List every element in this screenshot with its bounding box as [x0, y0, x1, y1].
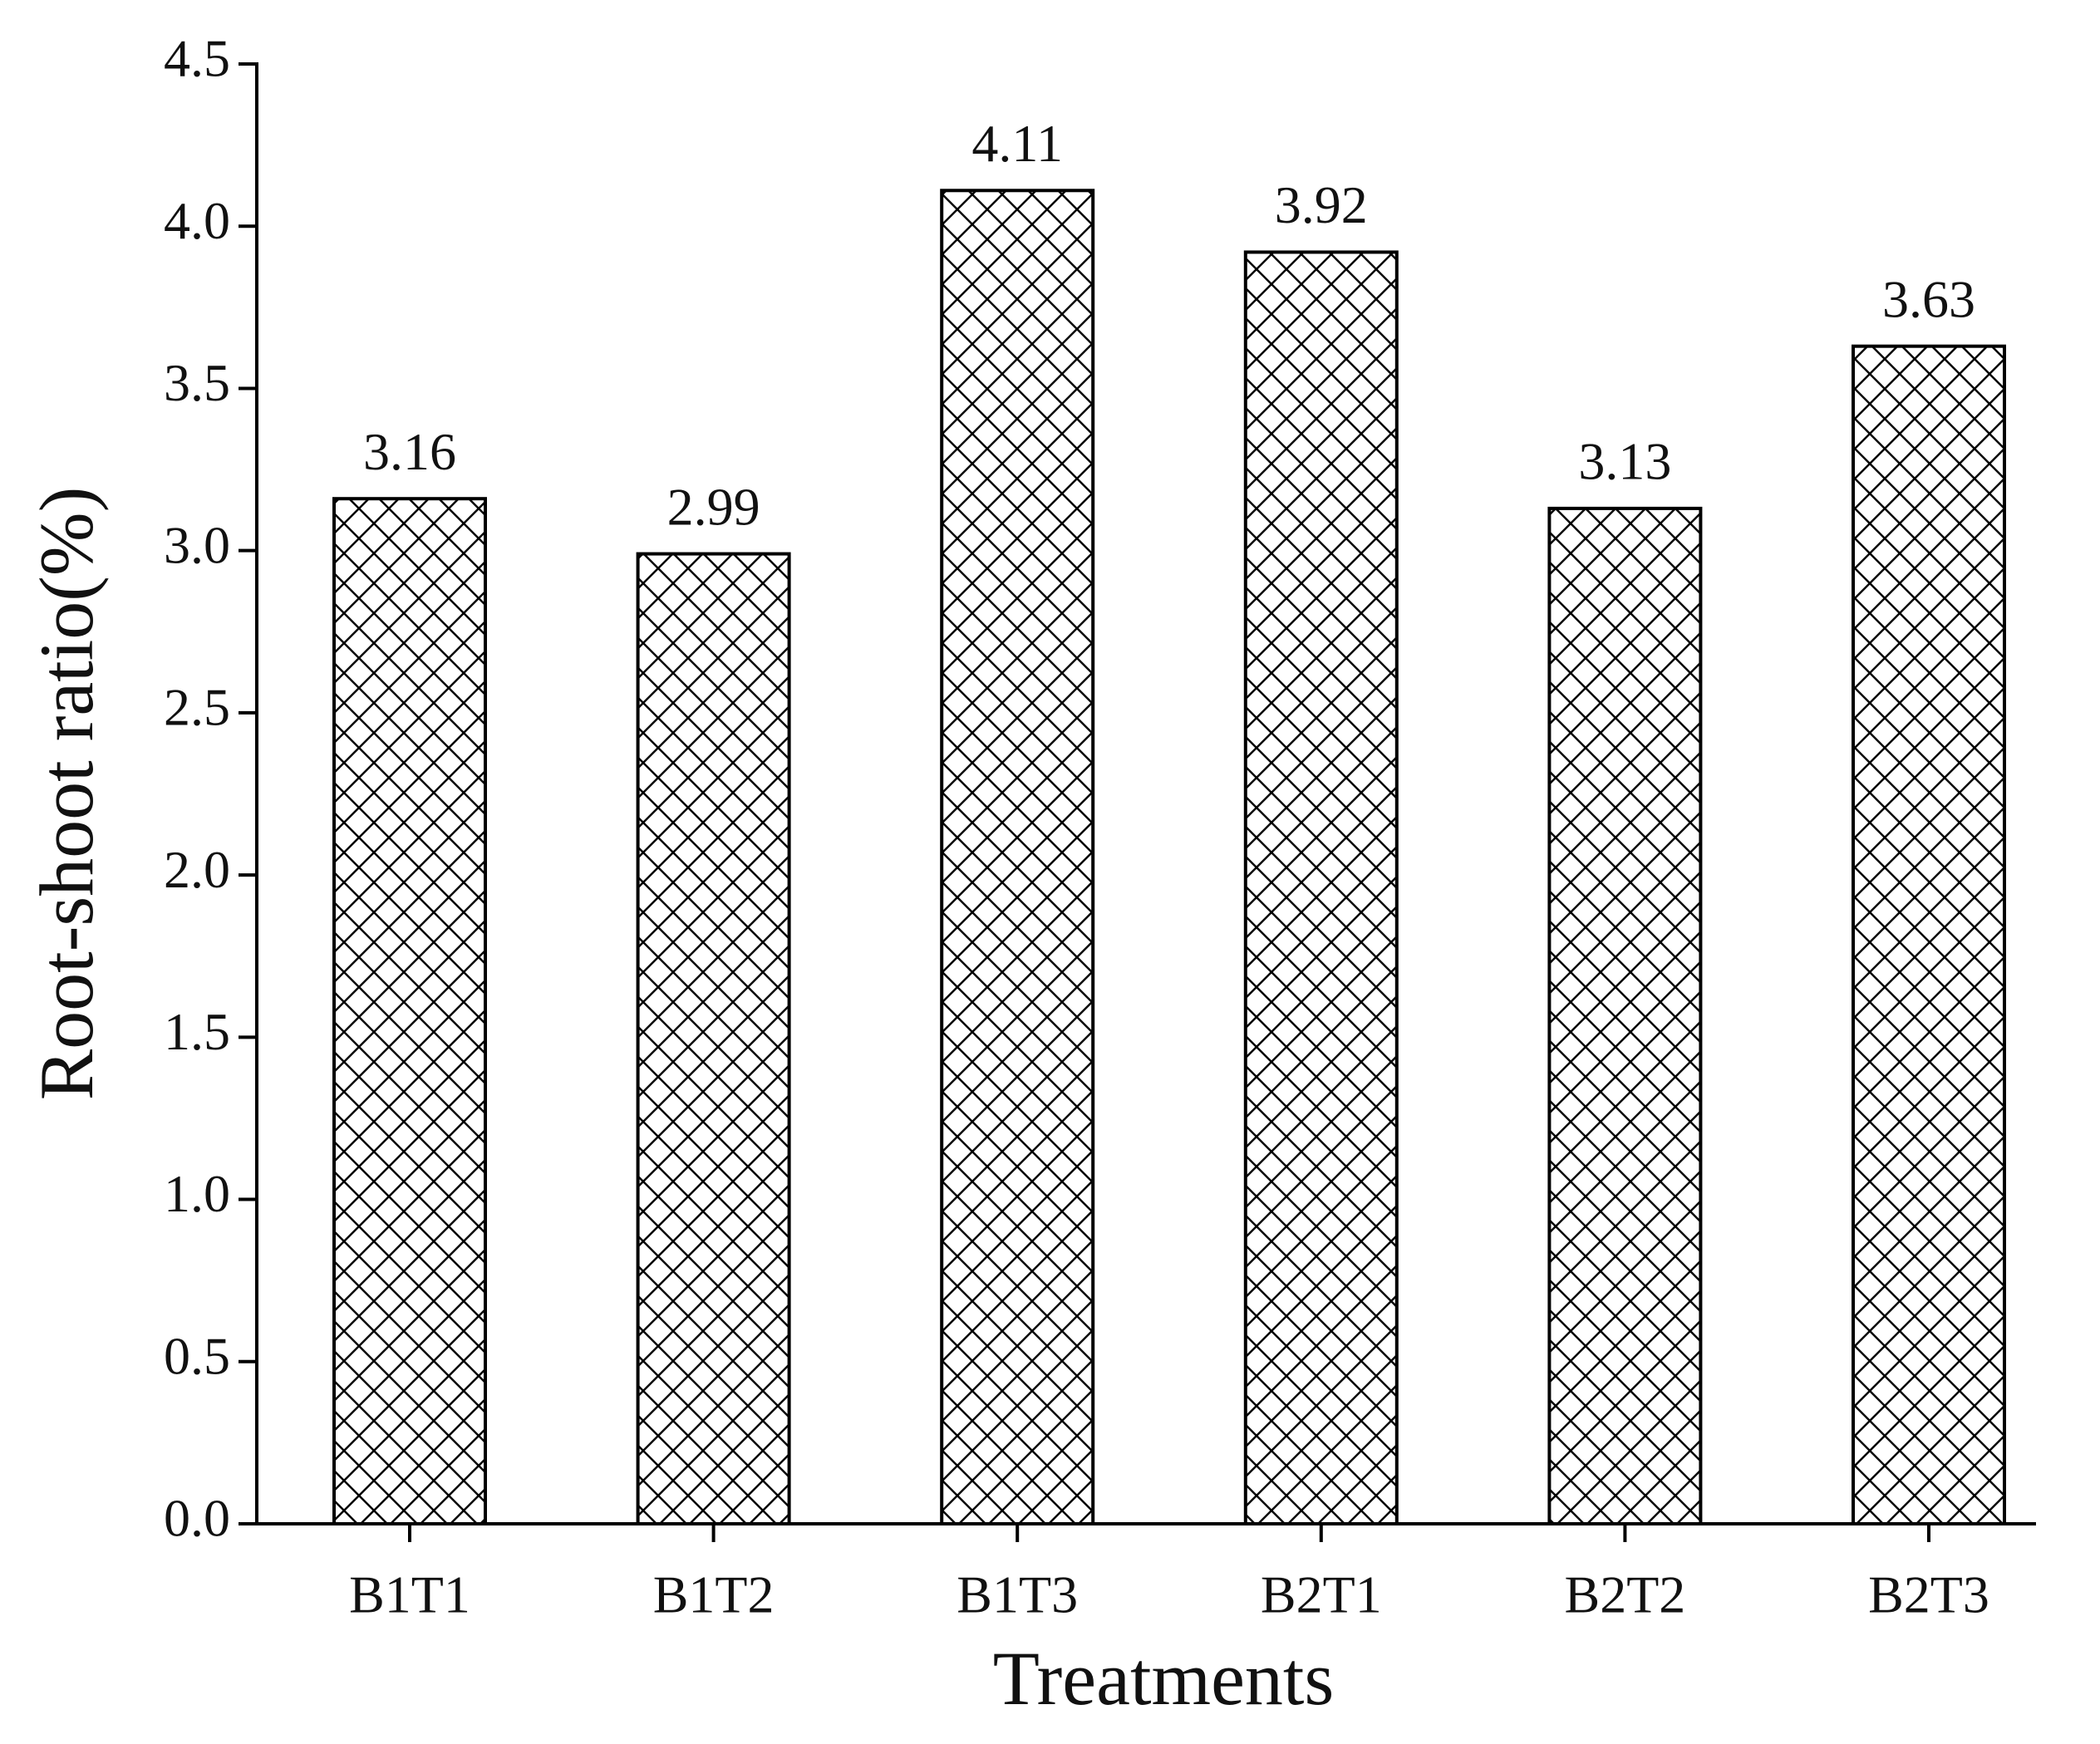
x-tick-label: B2T3	[1868, 1565, 1989, 1624]
value-label: 4.11	[971, 114, 1063, 173]
y-tick-label: 2.5	[164, 678, 230, 737]
y-tick-label: 3.5	[164, 353, 230, 412]
y-axis-title: Root-shoot ratio(%)	[24, 487, 109, 1100]
value-label: 3.63	[1882, 269, 1975, 328]
bar	[1243, 250, 1399, 1525]
x-tick-label: B2T2	[1565, 1565, 1686, 1624]
bar	[332, 497, 487, 1525]
value-label: 3.16	[363, 422, 456, 481]
bar	[1852, 344, 2006, 1526]
x-tick-label: B1T2	[653, 1565, 775, 1624]
y-tick-label: 0.0	[164, 1489, 230, 1548]
bar	[940, 189, 1095, 1526]
y-tick-label: 4.0	[164, 191, 230, 250]
y-tick-label: 1.0	[164, 1164, 230, 1223]
y-tick-label: 0.5	[164, 1326, 230, 1385]
x-tick-label: B1T3	[957, 1565, 1078, 1624]
y-tick-label: 2.0	[164, 840, 230, 899]
bar	[1547, 506, 1703, 1525]
value-label: 2.99	[667, 477, 760, 536]
value-label: 3.92	[1275, 175, 1368, 234]
x-tick-label: B2T1	[1261, 1565, 1382, 1624]
y-tick-label: 3.0	[164, 515, 230, 574]
y-tick-label: 1.5	[164, 1002, 230, 1061]
x-tick-label: B1T1	[349, 1565, 470, 1624]
x-axis-title: Treatments	[993, 1636, 1335, 1721]
bar	[636, 552, 791, 1525]
value-label: 3.13	[1578, 432, 1671, 491]
y-tick-label: 4.5	[164, 29, 230, 88]
